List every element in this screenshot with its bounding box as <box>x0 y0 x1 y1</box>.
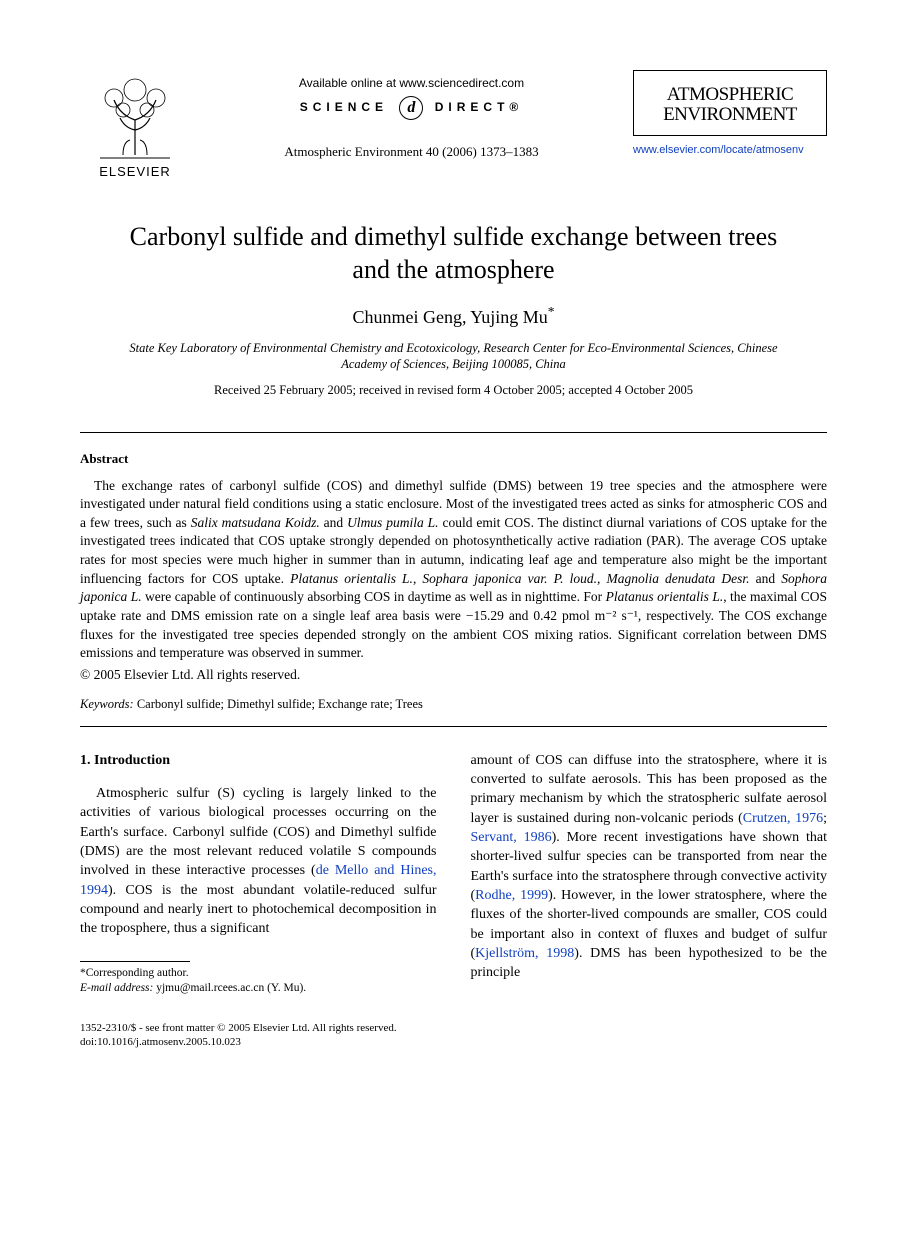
species-3: Platanus orientalis L. <box>290 571 413 586</box>
body-columns: 1. Introduction Atmospheric sulfur (S) c… <box>80 751 827 997</box>
citation-kjellstrom[interactable]: Kjellström, 1998 <box>475 946 574 961</box>
elsevier-tree-icon <box>90 70 180 160</box>
science-direct-right: DIRECT® <box>435 100 524 114</box>
journal-reference: Atmospheric Environment 40 (2006) 1373–1… <box>190 144 633 160</box>
intro-left-para: Atmospheric sulfur (S) cycling is largel… <box>80 784 437 939</box>
footnote-email-label: E-mail address: <box>80 982 153 994</box>
article-dates: Received 25 February 2005; received in r… <box>80 383 827 398</box>
abstract-text-g: were capable of continuously absorbing C… <box>142 589 606 604</box>
species-5: Magnolia denudata Desr. <box>606 571 749 586</box>
species-7: Platanus orientalis L. <box>606 589 724 604</box>
header-row: ELSEVIER Available online at www.science… <box>80 70 827 179</box>
affiliation: State Key Laboratory of Environmental Ch… <box>120 340 787 373</box>
journal-box-wrapper: ATMOSPHERIC ENVIRONMENT www.elsevier.com… <box>633 70 827 156</box>
species-2: Ulmus pumila L. <box>347 515 439 530</box>
elsevier-label: ELSEVIER <box>80 164 190 179</box>
footer: 1352-2310/$ - see front matter © 2005 El… <box>80 1021 827 1051</box>
species-4: Sophara japonica var. P. loud. <box>422 571 597 586</box>
corresponding-marker: * <box>548 304 555 319</box>
journal-box-title: ATMOSPHERIC ENVIRONMENT <box>640 85 820 125</box>
intro-heading: 1. Introduction <box>80 751 437 770</box>
sciencedirect-d-icon: d <box>399 96 423 120</box>
abstract-text-f: and <box>750 571 782 586</box>
species-1: Salix matsudana Koidz. <box>191 515 320 530</box>
intro-right-para: amount of COS can diffuse into the strat… <box>471 751 828 983</box>
authors-names: Chunmei Geng, Yujing Mu <box>352 307 547 327</box>
abstract-heading: Abstract <box>80 451 827 467</box>
footnote-corresponding: *Corresponding author. <box>80 966 437 982</box>
intro-left-b: ). COS is the most abundant volatile-red… <box>80 883 437 937</box>
intro-right-b: ; <box>823 811 827 826</box>
available-online-text: Available online at www.sciencedirect.co… <box>190 76 633 90</box>
authors: Chunmei Geng, Yujing Mu* <box>80 304 827 328</box>
journal-url[interactable]: www.elsevier.com/locate/atmosenv <box>633 144 827 156</box>
abstract-body: The exchange rates of carbonyl sulfide (… <box>80 477 827 663</box>
footnote-rule <box>80 961 190 962</box>
rule-bottom <box>80 726 827 727</box>
abstract-copyright: © 2005 Elsevier Ltd. All rights reserved… <box>80 667 827 683</box>
keywords-text: Carbonyl sulfide; Dimethyl sulfide; Exch… <box>134 697 423 711</box>
abstract-text-b: and <box>320 515 347 530</box>
keywords: Keywords: Carbonyl sulfide; Dimethyl sul… <box>80 697 827 712</box>
footnote-email-line: E-mail address: yjmu@mail.rcees.ac.cn (Y… <box>80 981 437 997</box>
footer-line1: 1352-2310/$ - see front matter © 2005 El… <box>80 1021 827 1036</box>
citation-servant[interactable]: Servant, 1986 <box>471 830 552 845</box>
right-column: amount of COS can diffuse into the strat… <box>471 751 828 997</box>
article-title: Carbonyl sulfide and dimethyl sulfide ex… <box>120 221 787 286</box>
elsevier-logo-block: ELSEVIER <box>80 70 190 179</box>
citation-rodhe[interactable]: Rodhe, 1999 <box>475 888 548 903</box>
page: ELSEVIER Available online at www.science… <box>0 0 907 1110</box>
left-column: 1. Introduction Atmospheric sulfur (S) c… <box>80 751 437 997</box>
footnote-email: yjmu@mail.rcees.ac.cn (Y. Mu). <box>153 982 306 994</box>
journal-box-line1: ATMOSPHERIC <box>667 84 793 105</box>
journal-box-line2: ENVIRONMENT <box>663 104 797 125</box>
center-header: Available online at www.sciencedirect.co… <box>190 70 633 160</box>
footer-line2: doi:10.1016/j.atmosenv.2005.10.023 <box>80 1035 827 1050</box>
science-direct-logo: SCIENCE d DIRECT® <box>190 96 633 120</box>
citation-crutzen[interactable]: Crutzen, 1976 <box>743 811 823 826</box>
abstract-text-d: , <box>413 571 422 586</box>
journal-box: ATMOSPHERIC ENVIRONMENT <box>633 70 827 136</box>
science-direct-left: SCIENCE <box>300 100 388 114</box>
keywords-label: Keywords: <box>80 697 134 711</box>
footnote-block: *Corresponding author. E-mail address: y… <box>80 966 437 997</box>
